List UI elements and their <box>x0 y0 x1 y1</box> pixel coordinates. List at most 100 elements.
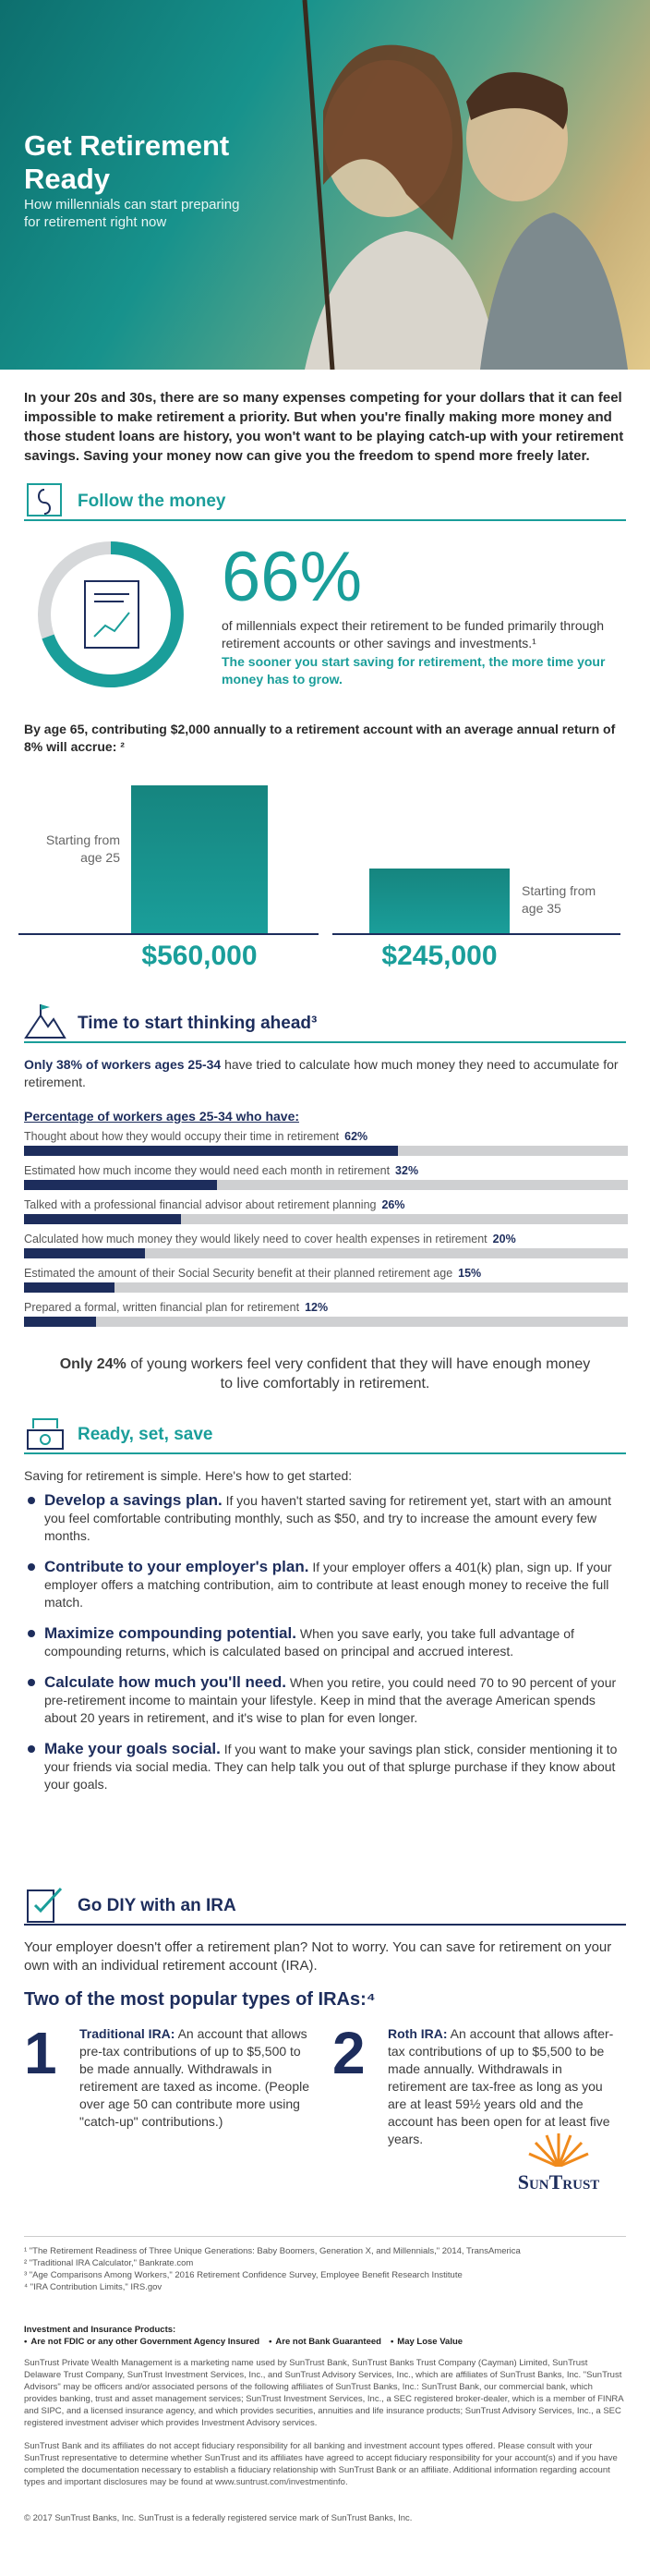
rule <box>24 1452 626 1454</box>
hero-image <box>302 0 628 370</box>
progress-chart: Thought about how they would occupy thei… <box>24 1129 628 1334</box>
value-label: 26% <box>381 1198 405 1211</box>
footnote: ⁴ "IRA Contribution Limits," IRS.gov <box>24 2282 162 2292</box>
heading: Go DIY with an IRA <box>78 1896 236 1915</box>
label: Thought about how they would occupy thei… <box>24 1130 340 1143</box>
bullet: Calculate how much you'll need. When you… <box>24 1673 626 1727</box>
disclosure-paragraph: SunTrust Bank and its affiliates do not … <box>24 2441 618 2487</box>
hero: Get Retirement Ready How millennials can… <box>0 0 650 370</box>
ira-text: Roth IRA: An account that allows after-t… <box>388 2025 623 2148</box>
bullet-dot: • <box>269 2337 272 2347</box>
footnote: ³ "Age Comparisons Among Workers," 2016 … <box>24 2270 463 2280</box>
label: Estimated how much income they would nee… <box>24 1164 391 1177</box>
bullet-lead: Make your goals social. <box>44 1740 221 1757</box>
heading: Ready, set, save <box>78 1425 213 1444</box>
bullet: Contribute to your employer's plan. If y… <box>24 1558 626 1611</box>
section-header: Go DIY with an IRA <box>24 1885 626 1926</box>
disclosure-paragraphs: SunTrust Private Wealth Management is a … <box>24 2357 626 2488</box>
intro: In your 20s and 30s, there are so many e… <box>24 390 624 464</box>
bar <box>131 785 268 933</box>
value-label: 12% <box>305 1301 329 1314</box>
logo-sunburst <box>528 2133 589 2167</box>
value-label: 20% <box>492 1233 516 1245</box>
bullet-lead: Calculate how much you'll need. <box>44 1673 286 1691</box>
icon <box>24 1004 66 1039</box>
footnote: ¹ "The Retirement Readiness of Three Uni… <box>24 2246 521 2256</box>
emphasis: The sooner you start saving for retireme… <box>222 654 606 687</box>
stat-bold: Only 38% of workers ages 25-34 <box>24 1057 222 1072</box>
disclosure-bullet: Are not Bank Guaranteed <box>275 2337 381 2347</box>
bar-track <box>24 1282 628 1293</box>
ira-number: 2 <box>332 2020 366 2086</box>
label: Talked with a professional financial adv… <box>24 1198 377 1211</box>
value-label: 32% <box>395 1164 419 1177</box>
logo-text: SunTrust <box>517 2170 600 2193</box>
bar-label: Calculated how much money they would lik… <box>24 1232 628 1246</box>
section-header: Follow the money <box>24 480 626 521</box>
bar-track <box>24 1248 628 1258</box>
label: Calculated how much money they would lik… <box>24 1233 488 1245</box>
bar <box>24 1214 182 1224</box>
bar <box>24 1282 115 1293</box>
bar-label: Estimated the amount of their Social Sec… <box>24 1266 628 1281</box>
chart-title: Percentage of workers ages 25-34 who hav… <box>24 1109 300 1124</box>
chart-intro: By age 65, contributing $2,000 annually … <box>24 722 616 754</box>
stat-text: Only 38% of workers ages 25-34 have trie… <box>24 1056 626 1091</box>
bar <box>24 1248 145 1258</box>
bullet: Make your goals social. If you want to m… <box>24 1740 626 1793</box>
value-label: $245,000 <box>381 941 498 971</box>
heading: Follow the money <box>78 492 226 511</box>
bar-label: Prepared a formal, written financial pla… <box>24 1300 628 1315</box>
stat-rest: have tried to calculate how much money t… <box>24 1057 619 1089</box>
bar <box>24 1146 399 1156</box>
bullet-text: If your employer offers a 401(k) plan, s… <box>44 1560 612 1610</box>
ira-name: Roth IRA: <box>388 2026 448 2041</box>
ira-number: 1 <box>24 2020 57 2086</box>
disclosures: Investment and Insurance Products: • Are … <box>24 2324 626 2524</box>
bar-label: Talked with a professional financial adv… <box>24 1197 628 1212</box>
bar-track <box>24 1180 628 1190</box>
section-header: Time to start thinking ahead³ <box>24 1002 626 1043</box>
bar-track <box>24 1146 628 1156</box>
bullet-dot: • <box>24 2337 28 2347</box>
bullet: Maximize compounding potential. When you… <box>24 1624 626 1660</box>
outro-rest: of young workers feel very confident tha… <box>126 1356 591 1391</box>
heading: Time to start thinking ahead³ <box>78 1014 318 1033</box>
rule <box>24 519 626 521</box>
baseline <box>332 933 620 935</box>
baseline <box>18 933 319 935</box>
bar-track <box>24 1214 628 1224</box>
disclosure-bullet: May Lose Value <box>397 2337 463 2347</box>
bar-label: Estimated how much income they would nee… <box>24 1163 628 1178</box>
label: Prepared a formal, written financial pla… <box>24 1301 300 1314</box>
ira-name: Traditional IRA: <box>79 2026 175 2041</box>
icon <box>27 1887 63 1923</box>
logo: SunTrust <box>499 2130 619 2204</box>
disclosure-bullet: Are not FDIC or any other Government Age… <box>30 2337 260 2347</box>
bar-track <box>24 1317 628 1327</box>
stat: 66% <box>222 538 363 616</box>
bullet-text: If you haven't started saving for retire… <box>44 1493 612 1543</box>
bar-chart: Starting from age 25 $560,000 Starting fro… <box>0 767 650 989</box>
bar-label: Thought about how they would occupy thei… <box>24 1129 628 1144</box>
stat-text: of millennials expect their retirement t… <box>222 618 604 650</box>
bullet-lead: Maximize compounding potential. <box>44 1624 296 1642</box>
value-label: 15% <box>458 1267 482 1280</box>
bar <box>24 1180 218 1190</box>
section-header: Ready, set, save <box>24 1414 626 1454</box>
subheading: Two of the most popular types of IRAs:⁴ <box>24 1989 376 2010</box>
disclosure-paragraph: SunTrust Private Wealth Management is a … <box>24 2358 624 2428</box>
bullet-text: When you save early, you take full advan… <box>44 1626 574 1659</box>
outro: Only 24% of young workers feel very conf… <box>55 1355 595 1393</box>
value-label: $560,000 <box>141 941 258 971</box>
copyright: © 2017 SunTrust Banks, Inc. SunTrust is … <box>24 2513 413 2523</box>
doc-graphic <box>38 541 184 687</box>
outro-bold: Only 24% <box>59 1356 126 1372</box>
disclosure-heading: Investment and Insurance Products: <box>24 2325 176 2335</box>
category-label: Starting from age 35 <box>522 883 596 916</box>
bullet-lead: Contribute to your employer's plan. <box>44 1558 309 1575</box>
bullet-lead: Develop a savings plan. <box>44 1491 223 1509</box>
icon <box>27 483 62 516</box>
footnotes: ¹ "The Retirement Readiness of Three Uni… <box>24 2245 626 2293</box>
